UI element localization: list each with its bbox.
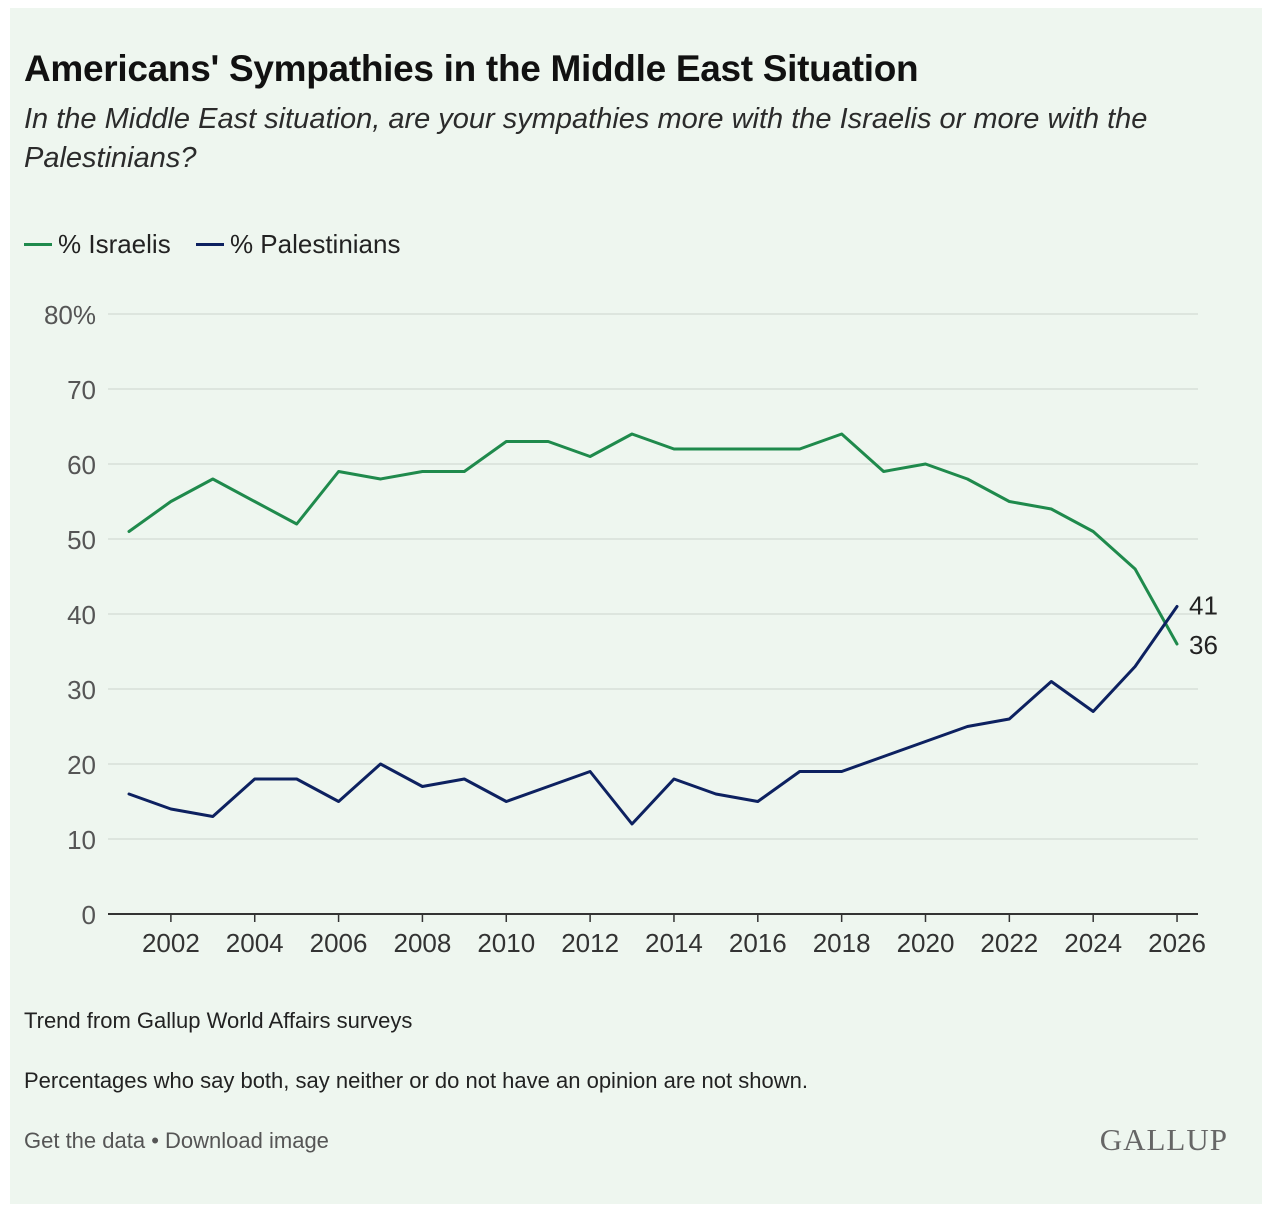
line-chart: 0 10 20 30 40 50 60 70 80% 2002 2004 2006 2008 2010 20… — [44, 300, 1218, 958]
legend-swatch-palestinians — [195, 243, 224, 246]
legend-swatch-israelis — [24, 243, 52, 246]
footnote: Percentages who say both, say neither or… — [24, 1068, 808, 1093]
x-tick-label: 2018 — [813, 928, 871, 958]
y-tick-label: 60 — [67, 450, 96, 480]
legend-item-palestinians: % Palestinians — [195, 229, 401, 260]
x-tick-label: 2006 — [310, 928, 368, 958]
legend: % Israelis % Palestinians — [24, 222, 418, 260]
x-tick-label: 2010 — [477, 928, 535, 958]
x-tick-label: 2020 — [897, 928, 955, 958]
x-tick-label: 2008 — [394, 928, 452, 958]
chart-card — [10, 8, 1262, 1204]
download-image-link[interactable]: Download image — [165, 1128, 329, 1153]
x-tick-label: 2024 — [1064, 928, 1122, 958]
chart-subtitle: In the Middle East situation, are your s… — [24, 103, 1148, 174]
y-tick-label: 80% — [44, 300, 96, 330]
end-label-palestinians: 41 — [1189, 591, 1218, 621]
y-tick-label: 10 — [67, 825, 96, 855]
legend-label-palestinians: % Palestinians — [229, 229, 401, 259]
footer-separator: • — [151, 1128, 159, 1153]
x-tick-label: 2016 — [729, 928, 787, 958]
x-tick-label: 2012 — [561, 928, 619, 958]
legend-label-israelis: % Israelis — [58, 229, 171, 259]
legend-item-israelis: % Israelis — [24, 229, 171, 260]
y-tick-label: 20 — [67, 750, 96, 780]
y-tick-label: 30 — [67, 675, 96, 705]
trend-note: Trend from Gallup World Affairs surveys — [24, 1008, 413, 1033]
palestinians-line — [127, 605, 1179, 826]
y-tick-label: 0 — [82, 900, 96, 930]
y-tick-label: 50 — [67, 525, 96, 555]
gallup-logo: GALLUP — [1099, 1122, 1228, 1157]
y-tick-label: 70 — [67, 375, 96, 405]
end-label-israelis: 36 — [1189, 630, 1218, 660]
x-tick-label: 2026 — [1148, 928, 1206, 958]
get-data-link[interactable]: Get the data — [24, 1128, 146, 1153]
x-tick-label: 2022 — [980, 928, 1038, 958]
israelis-line — [127, 432, 1179, 646]
y-tick-label: 40 — [67, 600, 96, 630]
chart-title: Americans' Sympathies in the Middle East… — [24, 48, 919, 89]
x-tick-label: 2004 — [226, 928, 284, 958]
x-tick-label: 2002 — [142, 928, 200, 958]
footer-links: Get the data • Download image — [24, 1128, 329, 1154]
x-tick-label: 2014 — [645, 928, 703, 958]
